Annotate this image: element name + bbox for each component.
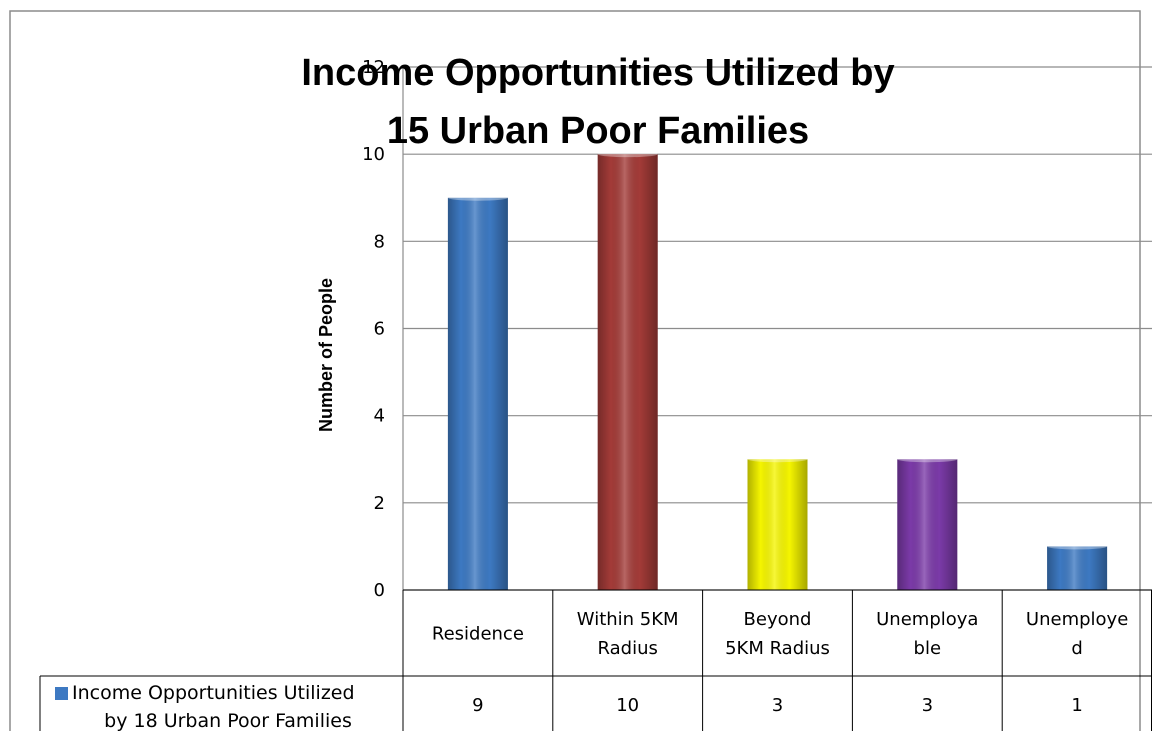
y-tick-label: 4 (374, 406, 385, 427)
y-axis-label: Number of People (316, 278, 336, 432)
y-tick-label: 6 (374, 319, 385, 340)
bar-cap (897, 456, 958, 463)
chart-title-line: Income Opportunities Utilized by (301, 52, 894, 94)
y-tick-label: 8 (374, 231, 385, 252)
bar (897, 456, 958, 590)
x-tick-label: d (1071, 638, 1082, 659)
y-tick-label: 2 (374, 493, 385, 514)
chart-border (9, 10, 1141, 731)
y-tick-labels: 0 2 4 6 8 10 12 (362, 57, 385, 601)
bar-cap (597, 151, 658, 158)
bars (447, 151, 1108, 590)
chart-title: Income Opportunities Utilized by 15 Urban… (301, 52, 894, 152)
bar-shading (897, 459, 958, 590)
x-tick-label: ble (914, 638, 942, 659)
x-tick-label: 5KM Radius (725, 638, 830, 659)
legend-label: Income Opportunities Utilized (72, 682, 355, 704)
data-table: Residence Within 5KM Radius Beyond 5KM Radiu… (39, 589, 1152, 731)
bar (747, 456, 808, 590)
bar (447, 194, 508, 590)
data-label: 3 (772, 695, 783, 716)
data-label: 10 (616, 695, 639, 716)
bar (597, 151, 658, 590)
x-tick-label: Radius (598, 638, 658, 659)
bar-cap (447, 194, 508, 201)
bar-cap (747, 456, 808, 463)
y-tick-label: 12 (362, 57, 385, 78)
x-tick-label: Unemploye (1026, 609, 1128, 630)
bar-cap (1047, 543, 1108, 550)
legend-entry: Income Opportunities Utilized by 18 Urban… (55, 682, 355, 731)
chart-title-line: 15 Urban Poor Families (387, 110, 809, 152)
data-label: 9 (472, 695, 483, 716)
y-tick-label: 10 (362, 144, 385, 165)
x-tick-label: Residence (432, 624, 524, 645)
legend-label: by 18 Urban Poor Families (104, 710, 352, 731)
bar-shading (447, 197, 508, 590)
x-tick-label: Within 5KM (577, 609, 679, 630)
x-tick-label: Beyond (744, 609, 812, 630)
x-tick-label: Unemploya (876, 609, 978, 630)
bar-shading (1047, 546, 1108, 590)
bar-shading (747, 459, 808, 590)
data-label: 1 (1071, 695, 1082, 716)
data-label: 3 (922, 695, 933, 716)
bar-shading (597, 154, 658, 590)
bar (1047, 543, 1108, 590)
y-tick-label: 0 (374, 580, 385, 601)
legend-marker (55, 687, 68, 700)
